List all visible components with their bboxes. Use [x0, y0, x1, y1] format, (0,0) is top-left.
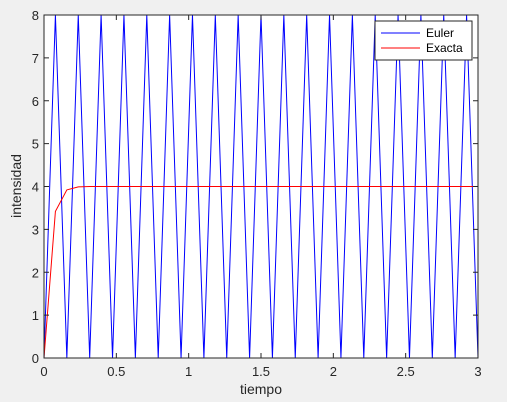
- x-tick-label: 2.5: [397, 364, 415, 379]
- legend-label-euler: Euler: [426, 26, 454, 40]
- x-tick-label: 3: [474, 364, 481, 379]
- y-tick-label: 2: [32, 265, 39, 280]
- legend: Euler Exacta: [374, 20, 473, 61]
- series-line-exacta: [43, 186, 478, 359]
- y-tick-label: 1: [32, 308, 39, 323]
- x-tick-label: 1: [185, 364, 192, 379]
- x-tick-label: 1.5: [252, 364, 270, 379]
- x-tick-label: 2: [330, 364, 337, 379]
- ticks-layer: 0 0.5 1 1.5 2 2.5 3 0 1 2 3 4 5 6 7 8: [32, 8, 482, 379]
- y-tick-label: 0: [32, 351, 39, 366]
- y-tick-label: 5: [32, 137, 39, 152]
- x-tick-label: 0: [40, 364, 47, 379]
- y-axis-label: intensidad: [8, 154, 24, 218]
- y-tick-label: 8: [32, 8, 39, 23]
- y-tick-label: 4: [32, 180, 39, 195]
- legend-label-exacta: Exacta: [426, 41, 463, 55]
- legend-box: [374, 20, 473, 61]
- y-tick-label: 6: [32, 94, 39, 109]
- y-tick-label: 7: [32, 51, 39, 66]
- y-tick-label: 3: [32, 222, 39, 237]
- x-tick-label: 0.5: [107, 364, 125, 379]
- x-axis-label: tiempo: [240, 381, 282, 397]
